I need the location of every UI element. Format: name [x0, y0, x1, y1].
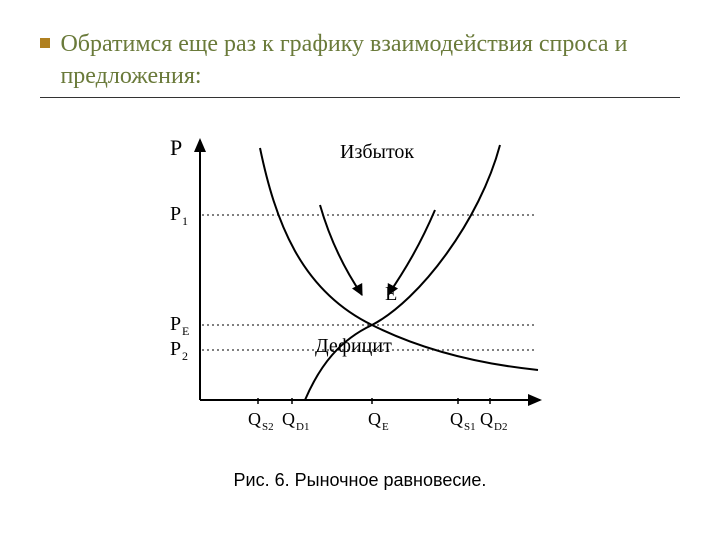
- svg-text:Дефицит: Дефицит: [315, 335, 392, 357]
- svg-text:1: 1: [182, 214, 188, 228]
- chart-svg: PP1PEP2QS2QD1QEQS1QD2ИзбытокEДефицит: [140, 130, 580, 460]
- svg-text:E: E: [182, 324, 189, 338]
- svg-text:2: 2: [182, 349, 188, 363]
- svg-text:P: P: [170, 203, 181, 225]
- svg-text:S1: S1: [464, 421, 476, 433]
- svg-text:Q: Q: [480, 409, 493, 429]
- title-rule: [40, 97, 680, 98]
- svg-text:Q: Q: [368, 409, 381, 429]
- svg-text:S2: S2: [262, 421, 274, 433]
- svg-text:Q: Q: [248, 409, 261, 429]
- svg-text:E: E: [385, 283, 397, 305]
- figure-caption: Рис. 6. Рыночное равновесие.: [0, 470, 720, 491]
- svg-text:Q: Q: [450, 409, 463, 429]
- svg-text:Q: Q: [282, 409, 295, 429]
- page-title: Обратимся еще раз к графику взаимодейств…: [60, 28, 660, 93]
- title-bullet: [40, 38, 50, 48]
- svg-text:E: E: [382, 421, 389, 433]
- svg-text:P: P: [170, 338, 181, 360]
- equilibrium-chart: PP1PEP2QS2QD1QEQS1QD2ИзбытокEДефицит: [140, 130, 580, 460]
- svg-text:D2: D2: [494, 421, 507, 433]
- svg-text:Избыток: Избыток: [340, 141, 414, 163]
- svg-text:D1: D1: [296, 421, 309, 433]
- title-block: Обратимся еще раз к графику взаимодейств…: [40, 28, 680, 106]
- svg-text:P: P: [170, 135, 182, 160]
- svg-text:P: P: [170, 313, 181, 335]
